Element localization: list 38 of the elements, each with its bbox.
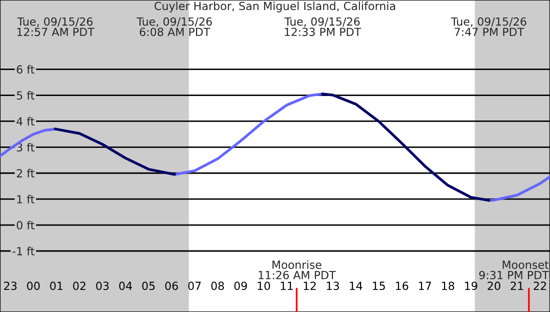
- annotation: Tue, 09/15/26 6:08 AM PDT: [136, 17, 212, 36]
- x-tick-label: 02: [73, 282, 86, 290]
- y-tick-label: 2 ft: [16, 168, 34, 178]
- x-tick-label: 07: [188, 282, 201, 290]
- x-tick-label: 11: [280, 282, 293, 290]
- y-tick-label: -1 ft: [12, 246, 34, 256]
- x-tick-label: 12: [304, 282, 316, 290]
- x-tick-label: 10: [258, 282, 270, 290]
- x-tick-label: 22: [534, 282, 546, 290]
- y-tick-label: 1 ft: [17, 194, 34, 204]
- x-tick-label: 23: [4, 282, 17, 290]
- x-tick-label: 03: [96, 282, 109, 290]
- x-tick-label: 13: [326, 282, 339, 290]
- x-tick-label: 00: [27, 282, 40, 290]
- x-tick-label: 06: [165, 282, 178, 290]
- x-tick-label: 15: [372, 282, 385, 290]
- annotation: Tue, 09/15/26 7:47 PM PDT: [450, 17, 526, 36]
- y-tick-label: 5 ft: [16, 91, 34, 100]
- x-tick-label: 19: [465, 282, 478, 290]
- x-tick-label: 01: [50, 282, 62, 290]
- y-tick-label: 4 ft: [16, 116, 34, 126]
- x-tick-label: 05: [142, 282, 155, 290]
- ref-line-label: Moonrise 11:26 AM PDT: [258, 260, 336, 280]
- x-tick-label: 14: [350, 282, 362, 290]
- y-tick-label: 6 ft: [16, 65, 34, 74]
- x-tick-label: 18: [442, 282, 454, 290]
- ref-line-label: Moonset 9:31 PM PDT: [479, 260, 549, 280]
- x-tick-label: 09: [234, 282, 247, 290]
- x-tick-label: 04: [119, 282, 132, 290]
- annotation: Tue, 09/15/26 12:57 AM PDT: [17, 17, 94, 36]
- x-tick-label: 08: [211, 282, 224, 290]
- x-tick-label: 21: [510, 282, 524, 290]
- x-tick-label: 20: [488, 282, 500, 290]
- y-tick-label: 0 ft: [16, 220, 34, 230]
- x-tick-label: 17: [419, 282, 431, 290]
- chart-title: Cuyler Harbor, San Miguel Island, California: [154, 2, 396, 12]
- x-tick-label: 16: [396, 282, 408, 290]
- annotation: Tue, 09/15/26 12:33 PM PDT: [284, 17, 362, 36]
